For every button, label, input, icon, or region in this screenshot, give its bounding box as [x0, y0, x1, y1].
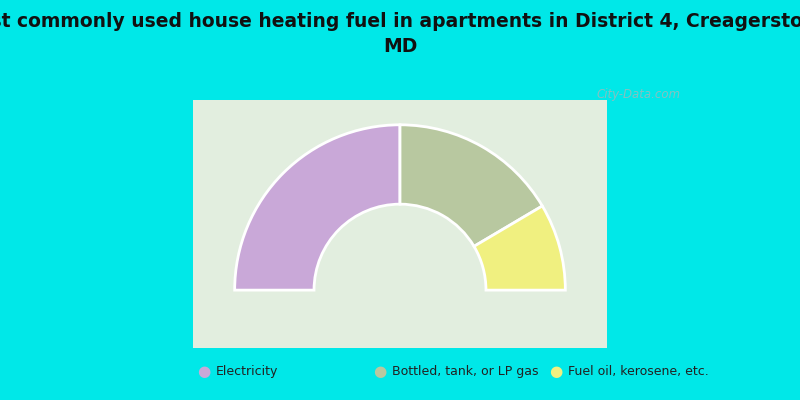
Bar: [194, 100, 606, 348]
Text: ●: ●: [374, 364, 386, 380]
Text: Electricity: Electricity: [216, 366, 278, 378]
Text: City-Data.com: City-Data.com: [597, 88, 681, 100]
Wedge shape: [400, 125, 542, 246]
Text: Fuel oil, kerosene, etc.: Fuel oil, kerosene, etc.: [568, 366, 709, 378]
Text: ●: ●: [550, 364, 562, 380]
Wedge shape: [234, 125, 400, 290]
Text: Most commonly used house heating fuel in apartments in District 4, Creagerstown,: Most commonly used house heating fuel in…: [0, 12, 800, 56]
Text: ●: ●: [198, 364, 210, 380]
Wedge shape: [474, 206, 566, 290]
Text: Bottled, tank, or LP gas: Bottled, tank, or LP gas: [392, 366, 538, 378]
